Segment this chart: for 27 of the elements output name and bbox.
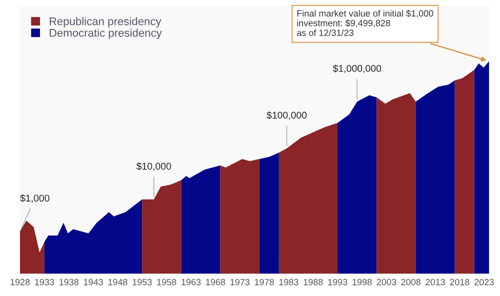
x-tick-label: 2018 — [450, 278, 470, 286]
x-tick-label: 1958 — [157, 278, 176, 286]
x-tick-label: 1988 — [304, 278, 323, 286]
annotation: $1,000 — [20, 194, 50, 203]
legend-label: Republican presidency — [50, 17, 162, 28]
x-tick-label: 2023 — [474, 278, 494, 286]
annotation: Final market value of initial $1,000 investment: $9,499,828 as of 12/31/23 — [297, 10, 434, 36]
annotation: $10,000 — [136, 162, 172, 171]
annotation: $1,000,000 — [332, 64, 382, 74]
x-tick-label: 1933 — [35, 278, 54, 286]
x-tick-label: 1943 — [84, 278, 103, 286]
x-tick-label: 1968 — [206, 278, 226, 286]
x-tick-label: 1948 — [108, 278, 128, 286]
legend-label: Democratic presidency — [50, 28, 162, 39]
x-tick-label: 1973 — [230, 278, 250, 286]
x-tick-label: 1978 — [254, 278, 274, 286]
x-tick-label: 2008 — [401, 278, 420, 286]
x-tick-label: 2013 — [426, 278, 445, 286]
x-tick-label: 1938 — [60, 278, 79, 286]
x-tick-label: 1928 — [10, 278, 30, 286]
annotation: $100,000 — [266, 111, 307, 120]
x-tick-label: 1963 — [182, 278, 201, 286]
x-tick-label: 1993 — [328, 278, 348, 286]
x-tick-label: 1983 — [279, 278, 298, 286]
x-tick-label: 1998 — [352, 278, 372, 286]
x-tick-label: 2003 — [376, 278, 396, 286]
x-tick-label: 1953 — [132, 278, 152, 286]
